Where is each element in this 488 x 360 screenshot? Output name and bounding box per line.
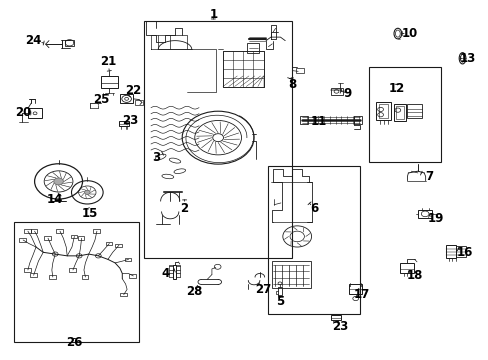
Bar — [28, 108, 42, 118]
Bar — [93, 229, 100, 233]
Bar — [296, 68, 304, 73]
Bar — [31, 229, 38, 233]
Bar — [393, 104, 405, 121]
Bar — [417, 210, 431, 218]
Bar — [455, 246, 465, 257]
Bar — [399, 263, 413, 274]
Text: 1: 1 — [209, 8, 217, 21]
Bar — [299, 116, 307, 124]
Text: 27: 27 — [255, 283, 271, 296]
Text: 26: 26 — [66, 337, 82, 350]
Bar — [119, 121, 129, 126]
Bar — [30, 274, 37, 277]
Bar — [115, 243, 122, 247]
Bar — [395, 105, 403, 119]
Bar — [64, 40, 74, 46]
Text: 2: 2 — [180, 202, 188, 215]
Bar — [15, 222, 139, 342]
Bar — [81, 275, 88, 279]
Text: 13: 13 — [458, 52, 474, 65]
Bar — [330, 88, 342, 95]
Bar — [378, 104, 387, 118]
Text: 6: 6 — [309, 202, 318, 215]
Text: 25: 25 — [93, 93, 110, 106]
Bar — [172, 265, 176, 279]
Bar — [348, 284, 362, 294]
Text: 19: 19 — [427, 212, 444, 225]
Text: 23: 23 — [331, 320, 348, 333]
Bar — [44, 237, 51, 240]
Bar — [24, 229, 31, 233]
Bar — [78, 237, 84, 240]
Text: 22: 22 — [125, 84, 141, 97]
Bar — [376, 102, 390, 120]
Bar — [70, 235, 77, 238]
Bar — [268, 166, 359, 314]
Bar — [246, 43, 258, 53]
Bar — [120, 94, 133, 103]
Bar — [105, 242, 112, 245]
Text: 21: 21 — [100, 55, 116, 68]
Bar — [120, 293, 126, 296]
Text: 17: 17 — [353, 288, 369, 301]
Bar — [124, 258, 131, 261]
Bar — [330, 315, 341, 320]
Text: 11: 11 — [310, 115, 326, 128]
Bar — [69, 268, 76, 272]
Bar — [445, 245, 455, 258]
Text: 8: 8 — [288, 78, 296, 91]
Bar — [368, 67, 440, 162]
Bar — [56, 229, 63, 233]
Bar — [407, 104, 421, 118]
Text: 5: 5 — [276, 295, 284, 308]
Bar — [223, 51, 263, 86]
Text: 16: 16 — [456, 246, 472, 259]
Text: 28: 28 — [185, 285, 202, 298]
Text: 24: 24 — [25, 34, 42, 47]
Bar — [24, 268, 31, 272]
Text: 12: 12 — [388, 82, 404, 95]
Bar — [129, 274, 136, 278]
Bar — [49, 275, 56, 279]
Text: 7: 7 — [424, 170, 432, 183]
Text: 4: 4 — [161, 267, 169, 280]
Text: 10: 10 — [401, 27, 417, 40]
Text: 15: 15 — [82, 207, 98, 220]
Text: 3: 3 — [151, 150, 160, 163]
Text: 14: 14 — [47, 193, 63, 206]
Text: 23: 23 — [122, 113, 138, 126]
Bar — [19, 238, 26, 242]
Bar — [135, 100, 142, 105]
Text: 9: 9 — [343, 87, 351, 100]
Bar — [101, 76, 118, 88]
Text: 18: 18 — [406, 269, 422, 282]
Circle shape — [84, 190, 90, 194]
Bar — [143, 21, 292, 258]
Bar — [353, 116, 362, 124]
Circle shape — [54, 178, 63, 185]
Bar — [272, 261, 310, 288]
Text: 20: 20 — [15, 107, 31, 120]
